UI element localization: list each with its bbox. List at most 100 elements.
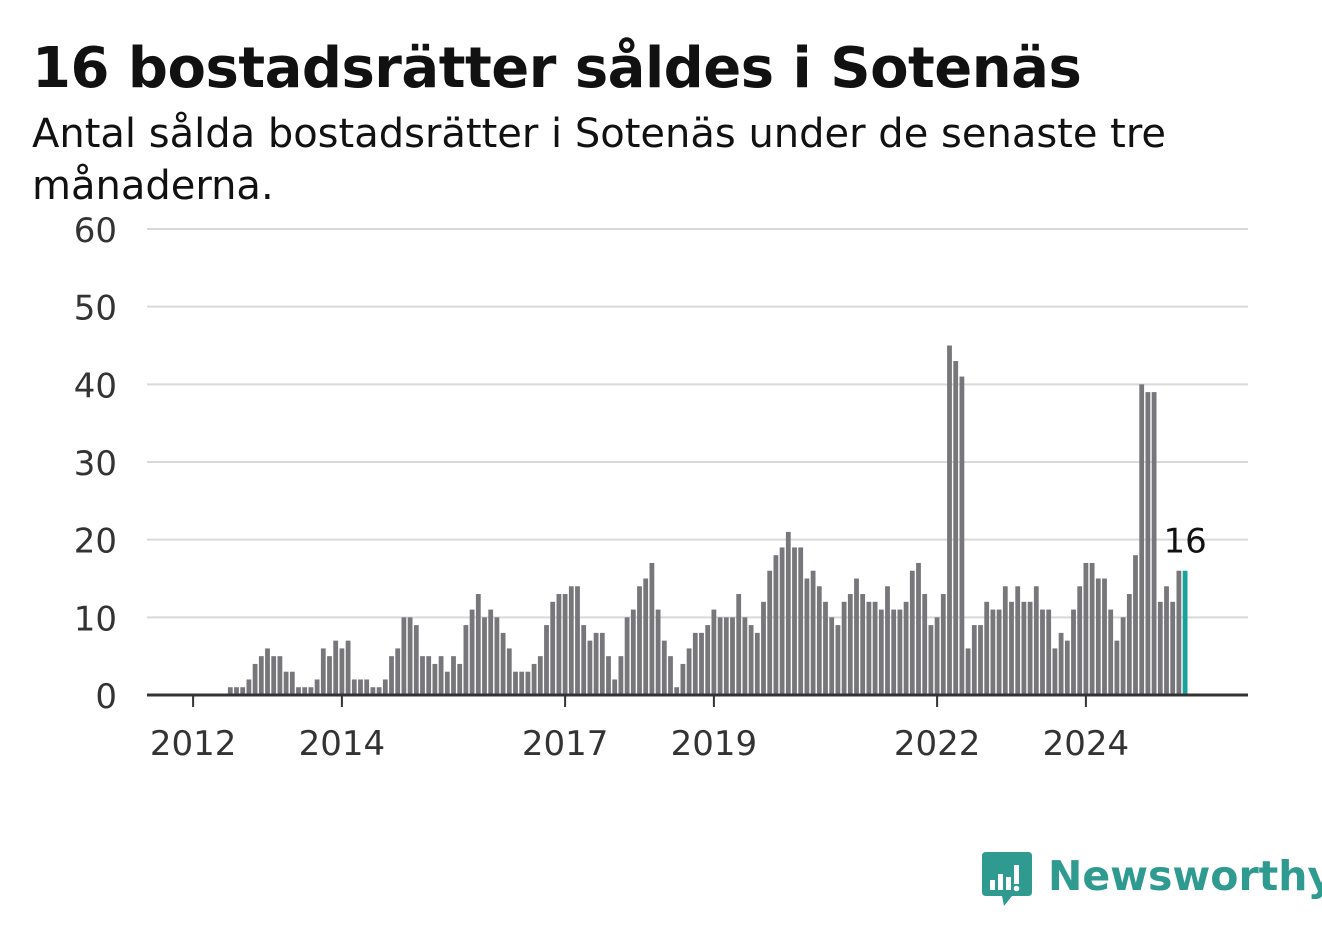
bar (761, 601, 766, 695)
bar (550, 601, 556, 695)
bar (1176, 570, 1182, 695)
chart-subtitle: Antal sålda bostadsrätter i Sotenäs unde… (32, 111, 1167, 209)
y-tick-label: 20 (74, 522, 117, 562)
bar (630, 609, 636, 695)
bar (1046, 609, 1052, 695)
bar (562, 594, 568, 695)
bar (426, 656, 432, 695)
bar (785, 531, 791, 695)
bar (661, 640, 667, 695)
bar (581, 625, 587, 695)
bar (686, 648, 692, 695)
bar (1089, 562, 1095, 695)
bar (519, 671, 525, 695)
bar (854, 578, 859, 695)
bar (364, 679, 370, 695)
bar (816, 586, 822, 695)
x-tick-label: 2019 (671, 724, 758, 764)
bar (909, 570, 915, 695)
bar (668, 656, 673, 695)
bar (990, 609, 996, 695)
bar (320, 648, 326, 695)
bar (798, 547, 804, 695)
bar (1083, 562, 1089, 695)
bar (488, 609, 494, 695)
bar (717, 617, 723, 695)
bar (1151, 392, 1157, 695)
bar (916, 562, 921, 695)
bar (1108, 609, 1114, 695)
x-tick-label: 2017 (522, 724, 609, 764)
bar (841, 601, 847, 695)
bar (432, 663, 438, 695)
bar (327, 656, 332, 695)
bar (1114, 640, 1120, 695)
bar (1126, 594, 1132, 695)
newsworthy-logo-icon (982, 852, 1032, 906)
bar (506, 648, 512, 695)
bar (878, 609, 884, 695)
bar (835, 625, 841, 695)
bar (742, 617, 748, 695)
bar (401, 617, 407, 695)
bar (978, 625, 983, 695)
bar (395, 648, 401, 695)
bar (947, 345, 952, 695)
bar (699, 632, 704, 695)
bar (860, 594, 866, 695)
bar (525, 671, 531, 695)
bar (922, 594, 928, 695)
bar (531, 663, 537, 695)
bar (469, 609, 475, 695)
bar (537, 656, 543, 695)
bar (767, 570, 773, 695)
x-tick-label: 2022 (894, 724, 981, 764)
bar (302, 687, 308, 695)
bar (1009, 601, 1014, 695)
y-tick-label: 10 (74, 599, 117, 639)
bar (692, 632, 698, 695)
bar (1033, 586, 1039, 695)
bar (723, 617, 729, 695)
bar (674, 687, 680, 695)
bar (934, 617, 940, 695)
bar (314, 679, 320, 695)
bar (1145, 392, 1151, 695)
bar (637, 586, 642, 695)
bar (847, 594, 853, 695)
brand-name: Newsworthy (1048, 852, 1322, 900)
bar (451, 656, 456, 695)
y-tick-label: 40 (74, 366, 117, 406)
y-tick-label: 30 (74, 444, 117, 484)
bar (965, 648, 971, 695)
x-tick-label: 2012 (150, 724, 237, 764)
bar (612, 679, 618, 695)
bar (1170, 601, 1176, 695)
bar (984, 601, 990, 695)
bar (996, 609, 1002, 695)
value-annotation: 16 (1163, 522, 1206, 562)
bar (568, 586, 574, 695)
bar (928, 625, 934, 695)
bar (1027, 601, 1033, 695)
bar (866, 601, 872, 695)
bar (891, 609, 897, 695)
bar (959, 376, 965, 695)
bar (779, 547, 785, 695)
bar (754, 632, 760, 695)
bar (773, 555, 779, 695)
bar (903, 601, 909, 695)
y-tick-label: 60 (74, 211, 117, 251)
bar-highlight (1182, 570, 1188, 695)
axis-labels: 0 10 20 30 40 50 60 2012 2014 2017 2019 2022 2024 16 (74, 211, 1207, 764)
bar (420, 656, 425, 695)
bar (1133, 555, 1138, 695)
bar (885, 586, 890, 695)
bar (252, 663, 258, 695)
bar (246, 679, 252, 695)
bar (1157, 601, 1163, 695)
bar (1102, 578, 1107, 695)
bar (345, 640, 351, 695)
gridlines (147, 228, 1248, 619)
bar (234, 687, 239, 695)
